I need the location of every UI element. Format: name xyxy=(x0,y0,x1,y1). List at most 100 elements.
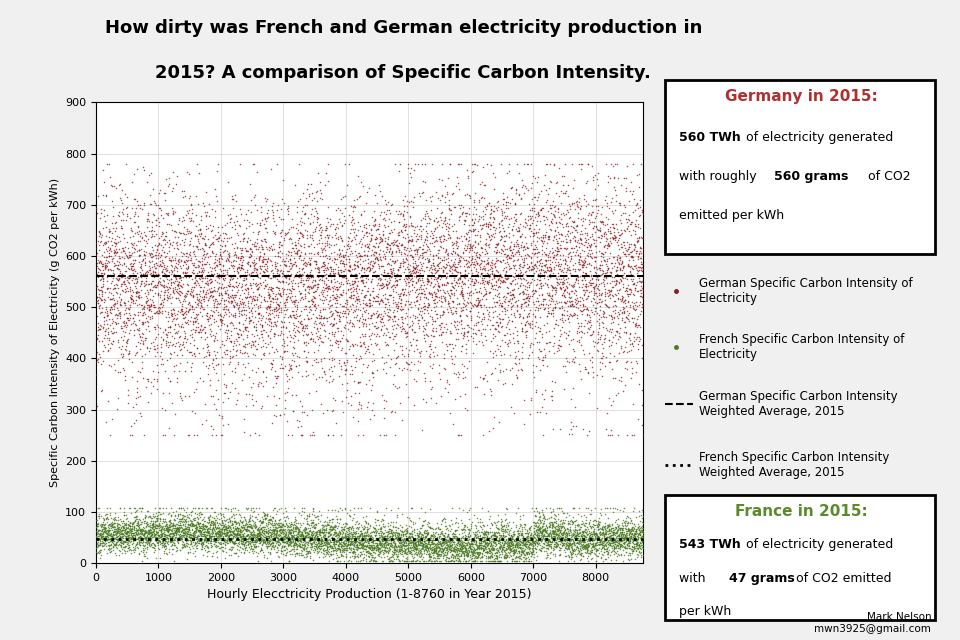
Point xyxy=(215,269,230,280)
Point xyxy=(564,545,580,555)
Point xyxy=(345,529,360,540)
Point xyxy=(388,547,403,557)
Point xyxy=(631,506,646,516)
Point xyxy=(600,172,615,182)
Point xyxy=(635,233,650,243)
Point xyxy=(568,532,584,542)
Point xyxy=(489,266,504,276)
Point xyxy=(462,262,477,272)
Point xyxy=(613,241,629,252)
Point xyxy=(297,337,312,347)
Point xyxy=(154,298,169,308)
Point xyxy=(483,160,498,170)
Point xyxy=(473,268,489,278)
Point xyxy=(399,328,415,339)
Point xyxy=(425,232,441,243)
Point xyxy=(315,337,330,348)
Point xyxy=(285,406,300,416)
Point xyxy=(373,539,389,549)
Point xyxy=(571,193,587,204)
Point xyxy=(535,522,550,532)
Point xyxy=(429,259,444,269)
Point xyxy=(136,430,152,440)
Point xyxy=(353,242,369,252)
Point xyxy=(89,346,105,356)
Point xyxy=(504,535,519,545)
Point xyxy=(187,545,203,556)
Point xyxy=(393,541,408,552)
Point xyxy=(606,545,621,555)
Point xyxy=(498,230,514,241)
Point xyxy=(581,531,596,541)
Point xyxy=(461,173,476,183)
Point xyxy=(461,170,476,180)
Point xyxy=(438,212,453,222)
Point xyxy=(420,517,436,527)
Point xyxy=(190,260,205,270)
Point xyxy=(329,532,345,543)
Point xyxy=(490,297,505,307)
Point xyxy=(380,533,396,543)
Point xyxy=(609,338,624,348)
Point xyxy=(237,545,252,555)
Point xyxy=(237,537,252,547)
Point xyxy=(322,312,337,322)
Point xyxy=(487,284,502,294)
Point xyxy=(143,168,158,178)
Point xyxy=(458,208,473,218)
Point xyxy=(618,173,634,183)
Point xyxy=(462,539,477,549)
Point xyxy=(473,527,489,538)
Point xyxy=(174,514,189,524)
Point xyxy=(125,268,140,278)
Point xyxy=(225,191,240,201)
Point xyxy=(457,543,472,554)
Point xyxy=(252,313,267,323)
Point xyxy=(89,521,105,531)
Point xyxy=(105,318,120,328)
Point xyxy=(585,533,600,543)
Point xyxy=(304,360,320,371)
Point xyxy=(209,166,225,177)
Point xyxy=(551,538,566,548)
Point xyxy=(137,280,153,291)
Point xyxy=(512,225,527,236)
Point xyxy=(496,263,512,273)
Point xyxy=(200,347,215,357)
Point xyxy=(295,546,310,556)
Point xyxy=(193,529,208,539)
Point xyxy=(308,527,324,537)
Point xyxy=(165,287,180,298)
Point xyxy=(268,519,283,529)
Point xyxy=(202,312,217,323)
Point xyxy=(362,532,377,542)
Point xyxy=(362,548,377,558)
Point xyxy=(216,305,231,315)
Point xyxy=(388,276,403,286)
Point xyxy=(396,351,412,361)
Point xyxy=(219,523,234,533)
Point xyxy=(122,252,137,262)
Point xyxy=(405,536,420,546)
Point xyxy=(227,301,242,312)
Point xyxy=(119,271,134,282)
Point xyxy=(384,407,399,417)
Point xyxy=(279,533,295,543)
Point xyxy=(320,532,335,542)
Point xyxy=(107,513,122,523)
Point xyxy=(452,536,468,547)
Point xyxy=(626,530,641,540)
Point xyxy=(511,246,526,257)
Point xyxy=(471,297,487,307)
Point xyxy=(468,536,484,546)
Point xyxy=(586,293,601,303)
Point xyxy=(394,240,409,250)
Point xyxy=(206,513,222,523)
Point xyxy=(562,530,577,540)
Point xyxy=(495,535,511,545)
Point xyxy=(107,280,122,291)
Point xyxy=(111,273,127,284)
Point xyxy=(387,533,402,543)
Point xyxy=(448,266,464,276)
Point xyxy=(493,519,509,529)
